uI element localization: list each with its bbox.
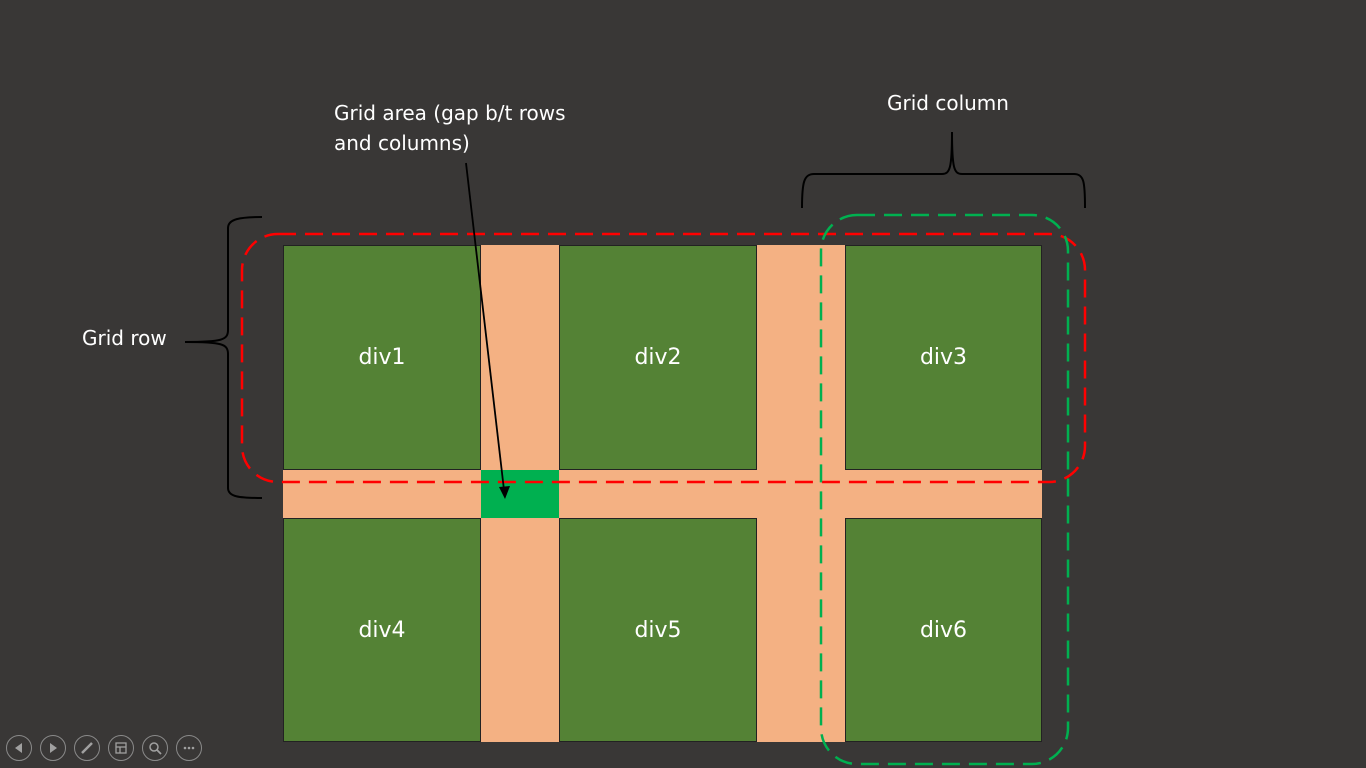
grid-column-label: Grid column (887, 91, 1009, 115)
grid-gap-intersection (481, 470, 559, 518)
grid-row-brace (184, 216, 263, 499)
more-icon (183, 746, 195, 750)
next-icon (50, 743, 57, 753)
grid-cell-div2: div2 (559, 245, 757, 470)
grid-cell-div6: div6 (845, 518, 1042, 742)
slides-grid-button[interactable] (108, 735, 134, 761)
grid-cell-div5: div5 (559, 518, 757, 742)
grid-cell-div1: div1 (283, 245, 481, 470)
next-button[interactable] (40, 735, 66, 761)
grid-column-brace (801, 131, 1086, 209)
presentation-controls (6, 735, 202, 761)
zoom-icon (149, 742, 162, 755)
grid-cell-div3: div3 (845, 245, 1042, 470)
more-button[interactable] (176, 735, 202, 761)
pen-button[interactable] (74, 735, 100, 761)
pen-icon (81, 742, 93, 754)
slides-grid-icon (115, 742, 127, 754)
previous-button[interactable] (6, 735, 32, 761)
grid-area-label: Grid area (gap b/t rows and columns) (334, 101, 566, 155)
previous-icon (15, 743, 22, 753)
zoom-button[interactable] (142, 735, 168, 761)
grid-cell-div4: div4 (283, 518, 481, 742)
grid-row-label: Grid row (82, 326, 167, 350)
